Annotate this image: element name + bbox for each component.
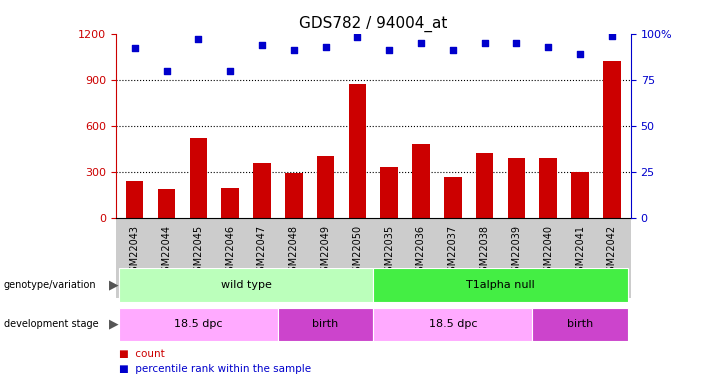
Bar [222,188,239,218]
Bar [571,172,589,217]
Bar [374,308,532,341]
Bar [158,189,175,217]
Point [447,47,458,53]
Point [257,42,268,48]
Bar [253,163,271,218]
Bar [189,138,207,218]
Point [416,40,427,46]
Bar [508,158,525,218]
Bar [444,177,461,218]
Text: 18.5 dpc: 18.5 dpc [174,320,223,329]
Bar [119,268,374,302]
Point [161,68,172,74]
Point [224,68,236,74]
Text: T1alpha null: T1alpha null [466,280,535,290]
Point [574,51,585,57]
Point [511,40,522,46]
Bar [317,156,334,218]
Text: wild type: wild type [221,280,271,290]
Text: ■  percentile rank within the sample: ■ percentile rank within the sample [119,364,311,374]
Point [352,34,363,40]
Bar [412,144,430,218]
Bar [381,167,398,218]
Bar [285,173,303,217]
Bar [348,84,366,218]
Bar [278,308,374,341]
Text: ▶: ▶ [109,318,118,331]
Point [129,45,140,51]
Text: birth: birth [567,320,593,329]
Bar [603,62,620,217]
Bar [374,268,627,302]
Text: ▶: ▶ [109,279,118,291]
Title: GDS782 / 94004_at: GDS782 / 94004_at [299,16,447,32]
Point [383,47,395,53]
Point [543,44,554,50]
Point [320,44,331,50]
Bar [476,153,494,218]
Text: 18.5 dpc: 18.5 dpc [428,320,477,329]
Point [193,36,204,42]
Bar [540,158,557,218]
Text: birth: birth [313,320,339,329]
Bar [532,308,627,341]
Text: genotype/variation: genotype/variation [4,280,96,290]
Bar [119,308,278,341]
Point [479,40,490,46]
Point [606,33,618,39]
Text: ■  count: ■ count [119,350,165,359]
Text: development stage: development stage [4,320,98,329]
Bar [126,181,144,218]
Point [288,47,299,53]
